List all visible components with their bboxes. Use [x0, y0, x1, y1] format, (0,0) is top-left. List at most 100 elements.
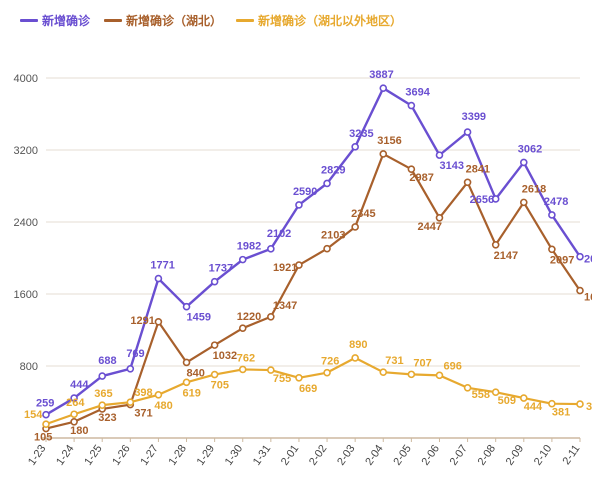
value-label: 2103: [321, 230, 345, 242]
value-label: 3062: [518, 143, 542, 155]
marker: [127, 399, 133, 405]
marker: [71, 411, 77, 417]
x-tick-label: 1-29: [195, 443, 217, 468]
value-label: 755: [273, 373, 291, 385]
x-tick-label: 1-23: [26, 443, 48, 468]
legend-swatch: [104, 19, 122, 22]
x-tick-label: 2-08: [476, 443, 498, 468]
value-label: 259: [36, 398, 54, 410]
value-label: 1220: [237, 311, 261, 323]
value-label: 619: [183, 387, 201, 399]
x-tick-label: 1-27: [138, 443, 160, 468]
x-tick-label: 2-06: [419, 443, 441, 468]
marker: [43, 412, 49, 418]
covid-new-cases-chart: 新增确诊 新增确诊（湖北） 新增确诊（湖北以外地区） 800160024003200…: [0, 0, 592, 504]
value-label: 2987: [409, 172, 433, 184]
value-label: 3143: [439, 160, 463, 172]
value-label: 323: [98, 412, 116, 424]
legend-item: 新增确诊（湖北）: [104, 12, 222, 29]
x-tick-label: 1-25: [82, 443, 104, 468]
value-label: 2147: [494, 250, 518, 262]
marker: [465, 179, 471, 185]
value-label: 558: [472, 389, 490, 401]
marker: [99, 373, 105, 379]
marker: [212, 342, 218, 348]
value-label: 371: [134, 408, 152, 420]
marker: [296, 375, 302, 381]
value-label: 365: [94, 388, 112, 400]
value-label: 480: [154, 400, 172, 412]
value-label: 2097: [550, 254, 574, 266]
value-label: 1638: [584, 292, 592, 304]
value-label: 2656: [470, 194, 494, 206]
marker: [352, 224, 358, 230]
marker: [493, 242, 499, 248]
x-tick-label: 2-09: [504, 443, 526, 468]
value-label: 696: [443, 360, 461, 372]
value-label: 2829: [321, 164, 345, 176]
marker: [465, 129, 471, 135]
marker: [380, 151, 386, 157]
value-label: 444: [524, 401, 543, 413]
chart-svg: 80016002400320040001-231-241-251-261-271…: [0, 0, 592, 504]
marker: [324, 370, 330, 376]
marker: [352, 144, 358, 150]
x-tick-label: 2-04: [363, 443, 385, 468]
value-label: 377: [586, 401, 592, 413]
value-label: 2345: [351, 208, 375, 220]
value-label: 2618: [522, 183, 546, 195]
value-label: 890: [349, 339, 367, 351]
marker: [155, 319, 161, 325]
value-label: 1921: [273, 262, 297, 274]
value-label: 731: [385, 355, 403, 367]
marker: [99, 402, 105, 408]
value-label: 398: [134, 387, 152, 399]
legend-item: 新增确诊: [20, 12, 90, 29]
legend-item: 新增确诊（湖北以外地区）: [236, 12, 402, 29]
value-label: 705: [211, 380, 229, 392]
x-tick-label: 2-05: [391, 443, 413, 468]
value-label: 509: [498, 395, 516, 407]
x-tick-label: 1-28: [167, 443, 189, 468]
y-tick-label: 1600: [14, 289, 38, 301]
x-tick-label: 2-03: [335, 443, 357, 468]
marker: [549, 212, 555, 218]
value-label: 769: [126, 348, 144, 360]
value-label: 3694: [405, 87, 430, 99]
value-label: 105: [34, 432, 52, 444]
value-label: 2590: [293, 186, 317, 198]
marker: [212, 279, 218, 285]
marker: [408, 103, 414, 109]
x-tick-label: 1-24: [54, 443, 76, 468]
value-label: 688: [98, 355, 116, 367]
y-tick-label: 800: [20, 361, 38, 373]
value-label: 1347: [273, 300, 297, 312]
x-tick-label: 2-10: [532, 443, 554, 468]
marker: [296, 202, 302, 208]
marker: [240, 257, 246, 263]
marker: [240, 325, 246, 331]
value-label: 3156: [377, 135, 401, 147]
legend-label: 新增确诊: [42, 12, 90, 29]
value-label: 726: [321, 356, 339, 368]
marker: [184, 379, 190, 385]
x-tick-label: 2-01: [279, 443, 301, 468]
marker: [324, 180, 330, 186]
y-tick-label: 3200: [14, 145, 38, 157]
value-label: 3887: [369, 69, 393, 81]
x-tick-label: 1-31: [251, 443, 273, 468]
marker: [465, 385, 471, 391]
legend-swatch: [236, 19, 254, 22]
marker: [324, 246, 330, 252]
legend-label: 新增确诊（湖北）: [126, 12, 222, 29]
value-label: 762: [237, 352, 255, 364]
x-tick-label: 2-11: [560, 443, 582, 467]
value-label: 1982: [237, 241, 261, 253]
marker: [268, 314, 274, 320]
marker: [577, 254, 583, 260]
marker: [577, 288, 583, 294]
value-label: 2478: [544, 196, 568, 208]
value-label: 2015: [584, 254, 592, 266]
value-label: 1459: [187, 312, 211, 324]
value-label: 154: [24, 409, 43, 421]
